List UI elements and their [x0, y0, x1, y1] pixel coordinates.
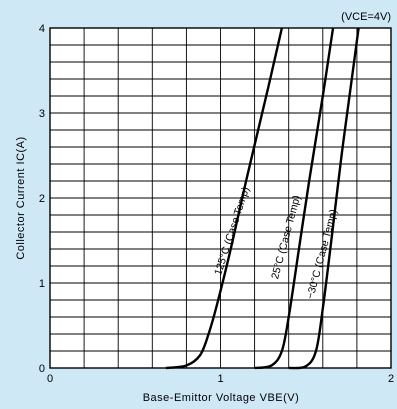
grid [50, 28, 391, 368]
x-tick-label: 1 [217, 373, 223, 385]
x-tick-label: 0 [47, 373, 53, 385]
y-tick-label: 3 [39, 108, 45, 120]
y-tick-label: 1 [39, 278, 45, 290]
plot-frame [49, 27, 392, 369]
x-tick-label: 2 [388, 373, 394, 385]
y-tick-label: 2 [39, 193, 45, 205]
curve-minus30c [288, 27, 360, 370]
curve-25c [254, 27, 335, 370]
ticks: 0 1 2 0 1 2 3 4 [39, 23, 394, 385]
condition-label: (VCE=4V) [341, 11, 391, 23]
y-tick-label: 0 [39, 363, 45, 375]
curves [165, 27, 360, 370]
y-tick-label: 4 [39, 23, 45, 35]
y-axis-title: Collector Current IC(A) [15, 136, 27, 259]
x-axis-title: Base-Emittor Voltage VBE(V) [143, 392, 300, 404]
curve-125c [165, 27, 284, 370]
